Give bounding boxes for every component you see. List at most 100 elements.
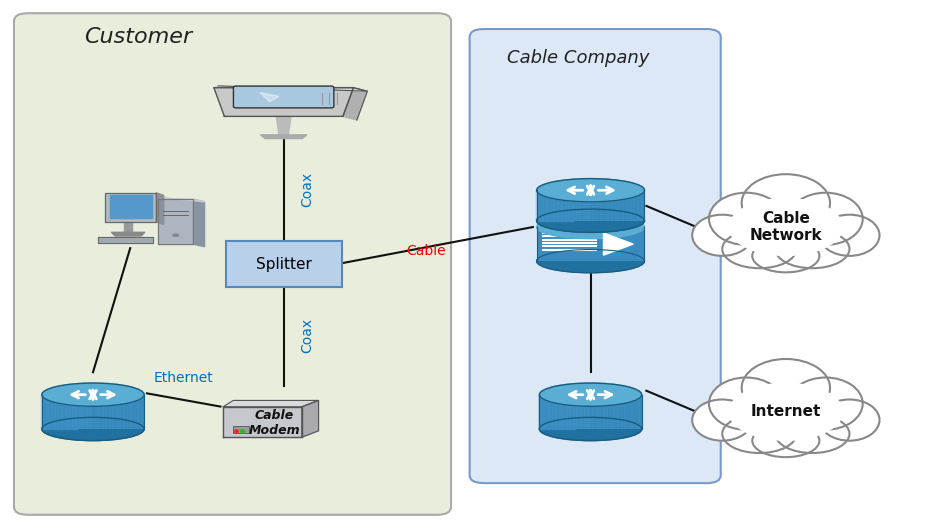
Ellipse shape [728, 198, 844, 256]
Text: Splitter: Splitter [256, 257, 312, 271]
Polygon shape [86, 395, 87, 429]
Polygon shape [93, 395, 95, 429]
Polygon shape [550, 190, 551, 221]
Polygon shape [557, 190, 559, 221]
Polygon shape [72, 395, 73, 429]
Polygon shape [609, 190, 611, 221]
Polygon shape [563, 395, 565, 429]
Polygon shape [613, 190, 615, 221]
Polygon shape [54, 395, 56, 429]
Polygon shape [259, 92, 279, 102]
Polygon shape [111, 395, 113, 429]
Polygon shape [537, 227, 644, 261]
Polygon shape [545, 395, 547, 429]
Polygon shape [107, 395, 109, 429]
Polygon shape [118, 395, 119, 429]
Polygon shape [223, 407, 301, 437]
Ellipse shape [741, 174, 830, 232]
Polygon shape [617, 190, 618, 221]
Polygon shape [214, 86, 367, 91]
Polygon shape [549, 395, 550, 429]
Text: Cable
Modem: Cable Modem [248, 409, 300, 437]
FancyBboxPatch shape [232, 426, 249, 433]
Polygon shape [612, 395, 614, 429]
FancyBboxPatch shape [14, 13, 451, 515]
Polygon shape [633, 395, 634, 429]
Polygon shape [591, 395, 592, 429]
Polygon shape [604, 233, 633, 255]
Polygon shape [42, 395, 144, 429]
Polygon shape [42, 395, 78, 429]
Polygon shape [618, 395, 620, 429]
Polygon shape [546, 190, 548, 221]
Polygon shape [158, 200, 193, 244]
Polygon shape [601, 395, 603, 429]
Polygon shape [537, 190, 575, 221]
Polygon shape [112, 232, 145, 236]
Polygon shape [598, 395, 599, 429]
Polygon shape [114, 395, 116, 429]
Text: Cable Company: Cable Company [507, 49, 649, 67]
Polygon shape [61, 395, 63, 429]
Polygon shape [541, 395, 543, 429]
Ellipse shape [789, 193, 863, 245]
Polygon shape [639, 190, 641, 221]
Ellipse shape [537, 250, 644, 273]
Polygon shape [103, 395, 105, 429]
Polygon shape [98, 237, 153, 243]
Ellipse shape [752, 424, 819, 457]
Polygon shape [44, 395, 46, 429]
Polygon shape [125, 395, 126, 429]
Polygon shape [125, 222, 132, 232]
Ellipse shape [539, 417, 642, 440]
Polygon shape [105, 193, 156, 222]
Polygon shape [635, 190, 637, 221]
Polygon shape [65, 395, 67, 429]
Polygon shape [568, 190, 570, 221]
Polygon shape [58, 395, 60, 429]
Polygon shape [75, 395, 77, 429]
Ellipse shape [42, 383, 144, 407]
Ellipse shape [709, 193, 783, 245]
Polygon shape [539, 395, 642, 429]
Ellipse shape [819, 400, 880, 441]
Polygon shape [110, 195, 152, 218]
Ellipse shape [692, 215, 752, 256]
Polygon shape [156, 193, 164, 224]
Polygon shape [142, 395, 144, 429]
Polygon shape [569, 395, 571, 429]
Polygon shape [89, 395, 91, 429]
Polygon shape [553, 190, 555, 221]
Polygon shape [538, 190, 540, 221]
Polygon shape [643, 190, 644, 221]
Ellipse shape [776, 230, 849, 268]
Polygon shape [624, 190, 626, 221]
Polygon shape [636, 395, 638, 429]
Text: Cable
Network: Cable Network [750, 211, 822, 243]
Text: Coax: Coax [300, 172, 314, 207]
Ellipse shape [537, 178, 644, 202]
Polygon shape [622, 395, 624, 429]
Ellipse shape [776, 414, 849, 453]
Polygon shape [139, 395, 140, 429]
Text: Cable: Cable [406, 243, 445, 258]
Polygon shape [97, 395, 99, 429]
Polygon shape [608, 395, 610, 429]
Ellipse shape [789, 378, 863, 430]
Polygon shape [132, 395, 134, 429]
Polygon shape [572, 190, 574, 221]
Polygon shape [561, 190, 563, 221]
Ellipse shape [537, 215, 644, 239]
Polygon shape [620, 190, 622, 221]
Polygon shape [594, 395, 596, 429]
Polygon shape [631, 190, 633, 221]
Text: Coax: Coax [300, 318, 314, 353]
Polygon shape [555, 395, 557, 429]
Polygon shape [542, 190, 544, 221]
Polygon shape [551, 395, 553, 429]
Polygon shape [539, 395, 575, 429]
Polygon shape [628, 190, 630, 221]
Polygon shape [301, 400, 318, 437]
Polygon shape [565, 190, 566, 221]
Polygon shape [598, 190, 600, 221]
